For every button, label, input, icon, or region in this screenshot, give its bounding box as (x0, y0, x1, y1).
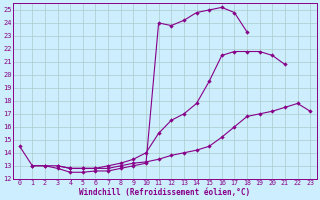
X-axis label: Windchill (Refroidissement éolien,°C): Windchill (Refroidissement éolien,°C) (79, 188, 251, 197)
